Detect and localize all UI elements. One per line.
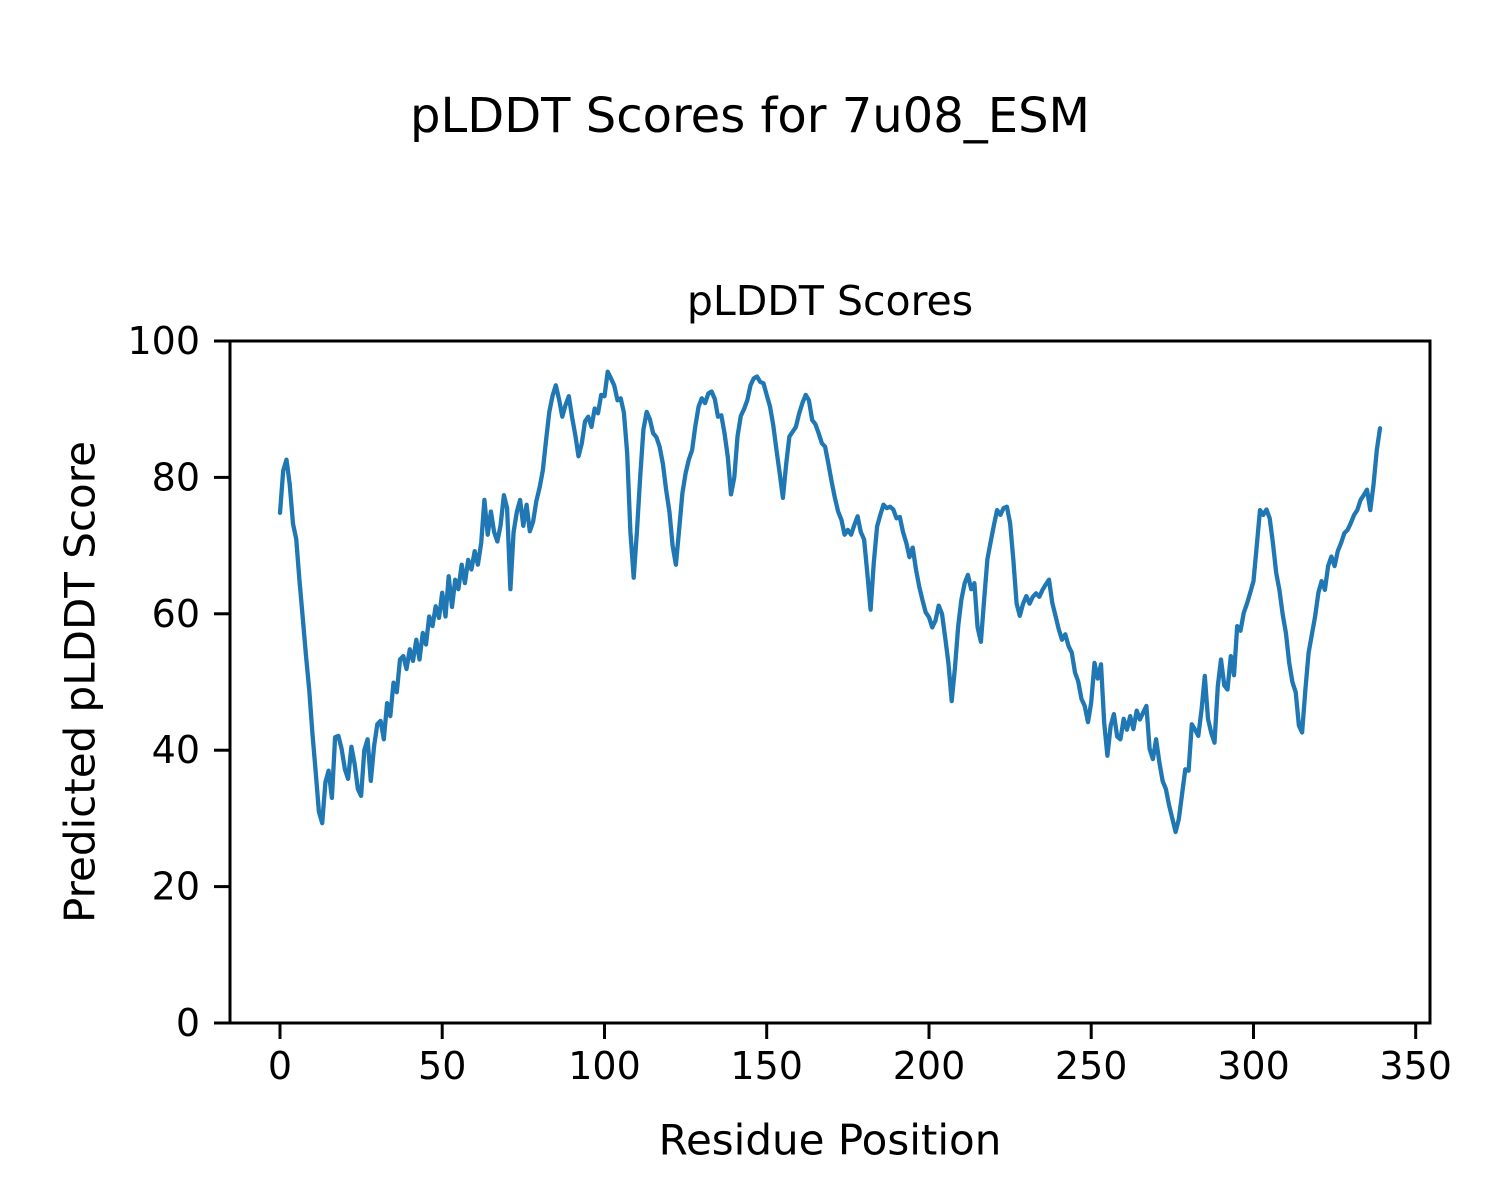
x-tick-label: 200 [893,1044,966,1088]
figure-suptitle: pLDDT Scores for 7u08_ESM [410,88,1090,144]
y-tick-label: 20 [152,865,200,909]
y-tick-label: 40 [152,728,200,772]
x-tick-label: 350 [1379,1044,1452,1088]
plddt-series-line [277,369,1383,835]
x-axis-label: Residue Position [658,1115,1002,1165]
plot-border [228,339,1432,1025]
x-tick-label: 300 [1217,1044,1290,1088]
x-tick-label: 100 [568,1044,641,1088]
y-tick-label: 100 [127,319,200,363]
y-tick-label: 0 [176,1001,200,1045]
x-tick-label: 150 [730,1044,803,1088]
x-tick-label: 0 [268,1044,292,1088]
x-tick-label: 250 [1055,1044,1128,1088]
y-axis-label: Predicted pLDDT Score [55,441,105,923]
x-tick-label: 50 [418,1044,466,1088]
axes-title: pLDDT Scores [686,277,974,325]
y-tick-label: 80 [152,455,200,499]
y-tick-label: 60 [152,592,200,636]
